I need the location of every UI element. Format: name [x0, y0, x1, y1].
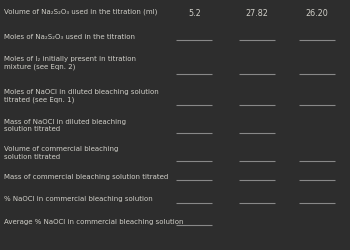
Text: Mass of NaOCl in diluted bleaching
solution titrated: Mass of NaOCl in diluted bleaching solut… [4, 119, 126, 132]
Text: Moles of NaOCl in diluted bleaching solution
titrated (see Eqn. 1): Moles of NaOCl in diluted bleaching solu… [4, 89, 159, 103]
Text: Volume of commercial bleaching
solution titrated: Volume of commercial bleaching solution … [4, 146, 119, 160]
Text: 26.20: 26.20 [305, 9, 328, 18]
Text: 5.2: 5.2 [188, 9, 201, 18]
Text: % NaOCl in commercial bleaching solution: % NaOCl in commercial bleaching solution [4, 196, 153, 202]
Text: Mass of commercial bleaching solution titrated: Mass of commercial bleaching solution ti… [4, 174, 168, 180]
Text: 27.82: 27.82 [246, 9, 269, 18]
Text: Moles of I₂ initially present in titration
mixture (see Eqn. 2): Moles of I₂ initially present in titrati… [4, 56, 136, 70]
Text: Volume of Na₂S₂O₃ used in the titration (ml): Volume of Na₂S₂O₃ used in the titration … [4, 9, 158, 15]
Text: Moles of Na₂S₂O₃ used in the titration: Moles of Na₂S₂O₃ used in the titration [4, 34, 135, 40]
Text: Average % NaOCl in commercial bleaching solution: Average % NaOCl in commercial bleaching … [4, 219, 184, 225]
